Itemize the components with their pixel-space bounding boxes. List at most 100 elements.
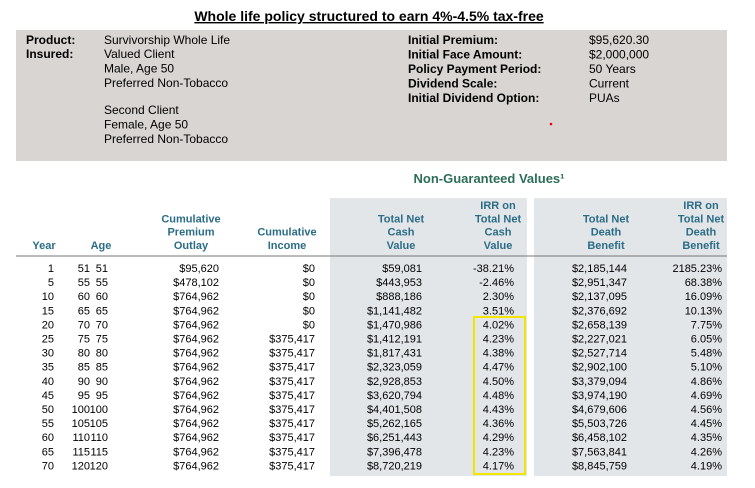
table-cell: 4.19% (691, 460, 722, 472)
table-cell: 4.45% (691, 418, 722, 430)
table-cell: $7,396,478 (367, 446, 422, 458)
table-cell: 60 (96, 291, 108, 303)
column-header: Cash (485, 227, 512, 239)
table-cell: 4.02% (483, 319, 514, 331)
table-cell: 51 (96, 263, 108, 275)
table-cell: $2,227,021 (572, 334, 627, 346)
summary-value: 50 Years (589, 62, 636, 76)
table-cell: $4,401,508 (367, 404, 422, 416)
column-header: Year (32, 240, 56, 252)
table-cell: 51 (78, 263, 90, 275)
table-cell: $375,417 (269, 446, 315, 458)
table-cell: $478,102 (173, 277, 219, 289)
table-cell: 4.36% (483, 418, 514, 430)
column-header: Total Net (678, 213, 725, 225)
table-cell: $1,412,191 (367, 334, 422, 346)
table-cell: $2,902,100 (572, 362, 627, 374)
table-cell: 16.09% (685, 291, 723, 303)
column-header: Income (268, 240, 307, 252)
table-cell: 115 (90, 446, 108, 458)
table-cell: $8,845,759 (572, 460, 627, 472)
table-cell: $764,962 (173, 334, 219, 346)
table-cell: 5.48% (691, 348, 722, 360)
table-cell: 105 (90, 418, 108, 430)
table-cell: $375,417 (269, 390, 315, 402)
table-cell: $2,185,144 (572, 263, 627, 275)
summary-value: $2,000,000 (589, 48, 649, 62)
table-cell: 85 (78, 362, 90, 374)
table-cell: $764,962 (173, 291, 219, 303)
table-cell: $6,251,443 (367, 432, 422, 444)
insured-line: Male, Age 50 (104, 62, 174, 76)
table-cell: 6.05% (691, 334, 722, 346)
table-cell: $95,620 (179, 263, 219, 275)
table-cell: 4.48% (483, 390, 514, 402)
table-cell: 105 (72, 418, 90, 430)
table-cell: 10 (42, 291, 54, 303)
summary-label: Dividend Scale: (408, 77, 497, 91)
table-cell: $375,417 (269, 432, 315, 444)
table-cell: 4.35% (691, 432, 722, 444)
table-cell: $764,962 (173, 460, 219, 472)
table-cell: $764,962 (173, 390, 219, 402)
table-cell: 55 (42, 418, 54, 430)
column-header: Benefit (682, 240, 720, 252)
highlight-box (473, 316, 526, 475)
table-cell: $375,417 (269, 348, 315, 360)
table-cell: $764,962 (173, 418, 219, 430)
column-header: Death (591, 227, 622, 239)
table-cell: $2,323,059 (367, 362, 422, 374)
table-cell: 70 (42, 460, 54, 472)
table-cell: 1 (48, 263, 54, 275)
table-cell: 70 (78, 319, 90, 331)
column-header: Total Net (475, 213, 522, 225)
table-cell: $2,137,095 (572, 291, 627, 303)
table-cell: $2,527,714 (572, 348, 627, 360)
column-header: Premium (167, 227, 214, 239)
table-cell: 60 (42, 432, 54, 444)
table-cell: 4.69% (691, 390, 722, 402)
column-header: Total Net (583, 213, 630, 225)
red-dot (549, 122, 553, 126)
column-header: Cash (388, 227, 415, 239)
table-cell: $375,417 (269, 404, 315, 416)
table-cell: $0 (303, 291, 315, 303)
column-header: Age (91, 240, 112, 252)
table-cell: 60 (78, 291, 90, 303)
death-benefit-panel (534, 198, 727, 476)
summary-value: PUAs (589, 91, 620, 105)
section-title: Non-Guaranteed Values¹ (414, 171, 565, 186)
table-cell: 4.23% (483, 446, 514, 458)
table-cell: $3,379,094 (572, 376, 627, 388)
table-cell: $0 (303, 277, 315, 289)
table-cell: $764,962 (173, 348, 219, 360)
product-label: Product: (26, 33, 75, 47)
table-cell: $59,081 (382, 263, 422, 275)
product-value: Survivorship Whole Life (104, 33, 230, 47)
table-cell: 55 (78, 277, 90, 289)
table-cell: $375,417 (269, 376, 315, 388)
table-cell: $764,962 (173, 305, 219, 317)
table-cell: 75 (96, 334, 108, 346)
table-cell: 4.43% (483, 404, 514, 416)
table-cell: $764,962 (173, 432, 219, 444)
table-cell: $2,928,853 (367, 376, 422, 388)
table-cell: $2,658,139 (572, 319, 627, 331)
title: Whole life policy structured to earn 4%-… (194, 8, 544, 24)
table-cell: 55 (96, 277, 108, 289)
table-cell: $5,262,165 (367, 418, 422, 430)
table-cell: 25 (42, 334, 54, 346)
column-header: Value (484, 240, 513, 252)
table-cell: $7,563,841 (572, 446, 627, 458)
table-cell: 95 (96, 390, 108, 402)
table-cell: 4.29% (483, 432, 514, 444)
table-cell: 5 (48, 277, 54, 289)
table-cell: 20 (42, 319, 54, 331)
table-cell: 4.26% (691, 446, 722, 458)
table-cell: 100 (72, 404, 90, 416)
table-cell: 10.13% (685, 305, 723, 317)
table-cell: 120 (72, 460, 90, 472)
table-cell: 4.50% (483, 376, 514, 388)
